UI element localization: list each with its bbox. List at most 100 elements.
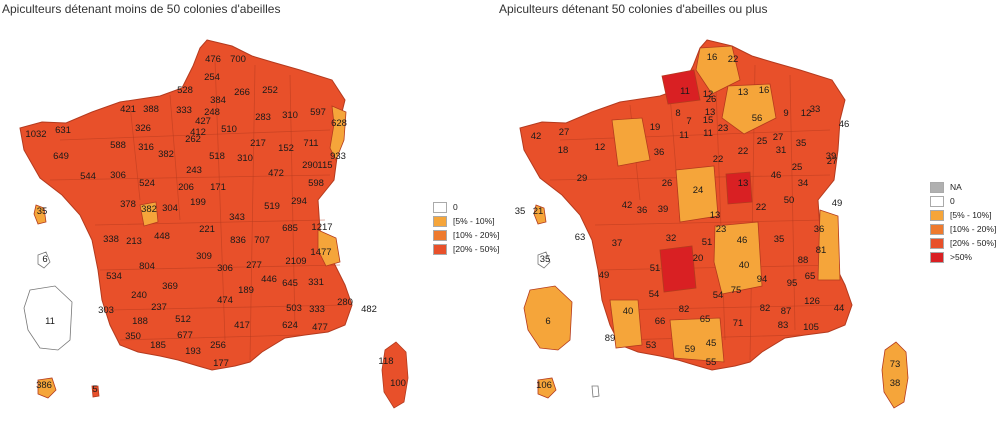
department-value-label: 326 — [135, 123, 151, 134]
department-value-label: 1477 — [310, 247, 331, 258]
department-value-label: 316 — [138, 142, 154, 153]
department-value-label: 645 — [282, 278, 298, 289]
department-value-label: 171 — [210, 182, 226, 193]
department-value-label: 213 — [126, 236, 142, 247]
department-value-label: 53 — [646, 340, 657, 351]
department-value-label: 309 — [196, 251, 212, 262]
department-value-label: 56 — [752, 113, 763, 124]
map-panel-left: 476 700 254 528 266 252 384 421 388 333 248 310 597 6… — [2, 2, 500, 409]
department-value-label: 27 — [827, 156, 838, 167]
department-value-label: 240 — [131, 290, 147, 301]
department-value-label: 707 — [254, 235, 270, 246]
department-value-label: 474 — [217, 295, 233, 306]
region-dark-red-centre — [725, 171, 753, 205]
legend-label: >50% — [950, 252, 972, 262]
department-value-label: 54 — [713, 290, 724, 301]
region-orange-rhone — [713, 221, 763, 295]
map-title-right: Apiculteurs détenant 50 colonies d'abeil… — [499, 2, 768, 16]
department-value-label: 649 — [53, 151, 69, 162]
department-value-label: 528 — [177, 85, 193, 96]
region-centre-orange — [139, 201, 159, 227]
department-value-label: 711 — [303, 138, 318, 149]
corsica — [381, 341, 409, 409]
department-value-label: 304 — [162, 203, 178, 214]
overseas-martinique — [33, 204, 47, 225]
department-value-label: 266 — [234, 87, 250, 98]
department-value-label: 37 — [612, 238, 623, 249]
department-value-label: 118 — [378, 356, 393, 367]
department-value-label: 384 — [210, 95, 226, 106]
department-value-label: 16 — [707, 52, 718, 63]
department-value-label: 33 — [810, 104, 821, 115]
department-value-label: 152 — [278, 143, 294, 154]
legend-item: NA — [930, 180, 996, 194]
department-value-label: 804 — [139, 261, 155, 272]
department-value-label: 35 — [37, 206, 48, 217]
legend-swatch — [433, 243, 447, 255]
department-value-label: 700 — [230, 54, 246, 65]
department-value-label: 49 — [832, 198, 843, 209]
region-orange-brittany-east — [611, 117, 651, 167]
department-value-label: 20 — [693, 253, 704, 264]
department-value-label: 369 — [162, 281, 178, 292]
department-value-label: 55 — [706, 357, 717, 368]
department-value-label: 95 — [787, 278, 798, 289]
france-map-left: 476 700 254 528 266 252 384 421 388 333 248 310 597 6… — [19, 39, 409, 409]
department-value-label: 45 — [706, 338, 717, 349]
department-value-label: 46 — [737, 235, 748, 246]
department-value-label: 421 — [120, 104, 136, 115]
department-value-label: 597 — [310, 107, 326, 118]
department-value-label: 477 — [312, 322, 328, 333]
legend-label: [10% - 20%] — [453, 230, 500, 240]
department-value-label: 628 — [331, 118, 347, 129]
legend-item: [5% - 10%] — [433, 214, 499, 228]
department-value-label: 49 — [599, 270, 610, 281]
department-value-label: 482 — [361, 304, 377, 315]
department-value-label: 40 — [739, 260, 750, 271]
department-value-label: 306 — [217, 263, 233, 274]
department-value-label: 472 — [268, 168, 284, 179]
department-value-label: 23 — [718, 123, 729, 134]
department-value-label: 2109 — [285, 256, 306, 267]
region-dark-red-southwest — [659, 245, 697, 293]
department-value-label: 54 — [649, 289, 660, 300]
department-value-label: 427 — [195, 116, 211, 127]
region-haut-rhin-orange — [329, 105, 347, 161]
department-value-label: 544 — [80, 171, 96, 182]
department-value-label: 294 — [291, 196, 307, 207]
department-value-label: 25 — [792, 162, 803, 173]
department-value-label: 36 — [814, 224, 825, 235]
department-value-label: 59 — [685, 344, 696, 355]
overseas-guadeloupe — [537, 251, 551, 269]
department-value-label: 188 — [132, 316, 148, 327]
legend-swatch — [930, 223, 944, 235]
department-value-label: 13 — [738, 87, 749, 98]
legend-item: 0 — [433, 200, 499, 214]
department-value-label: 598 — [308, 178, 324, 189]
department-value-label: 333 — [309, 304, 325, 315]
department-value-label: 35 — [540, 254, 551, 265]
department-value-label: 11 — [680, 86, 690, 97]
legend-swatch — [433, 201, 447, 213]
department-labels-left: 476 700 254 528 266 252 384 421 388 333 248 310 597 6… — [25, 54, 406, 395]
department-value-label: 12 — [595, 142, 606, 153]
department-value-label: 448 — [154, 231, 170, 242]
department-value-label: 65 — [700, 314, 711, 325]
legend-label: [5% - 10%] — [453, 216, 495, 226]
legend-label: 0 — [950, 196, 955, 206]
department-value-label: 338 — [103, 234, 119, 245]
legend-swatch — [433, 229, 447, 241]
department-value-label: 331 — [308, 277, 324, 288]
overseas-mayotte — [591, 385, 600, 398]
overseas-reunion — [37, 377, 57, 399]
department-value-label: 82 — [679, 304, 690, 315]
legend-item: [20% - 50%] — [433, 242, 499, 256]
department-value-label: 46 — [771, 170, 782, 181]
department-value-label: 7 — [686, 116, 691, 127]
department-value-label: 81 — [816, 245, 827, 256]
department-value-label: 51 — [650, 263, 661, 274]
department-value-label: 88 — [798, 255, 809, 266]
department-value-label: 217 — [250, 138, 266, 149]
department-value-label: 310 — [282, 110, 298, 121]
